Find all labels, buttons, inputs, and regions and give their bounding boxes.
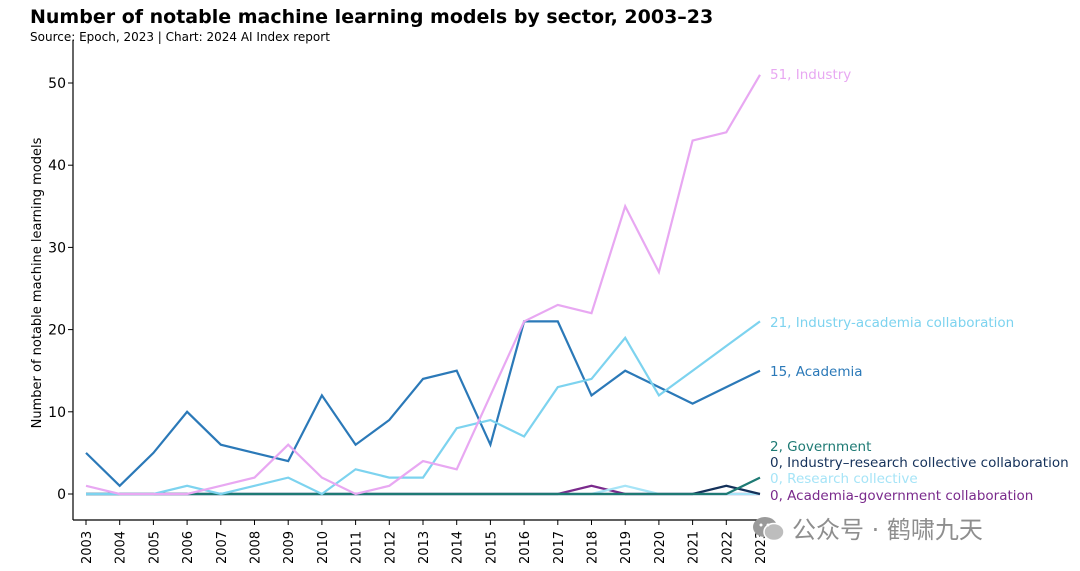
- series-line-academia: [85, 320, 761, 488]
- y-tick-label: 50: [48, 76, 66, 92]
- x-tick-label: 2016: [518, 531, 533, 564]
- x-tick-label: 2008: [249, 531, 264, 564]
- series-line-industry-academia-collaboration: [86, 320, 761, 496]
- series-line-industry-research-collective-collaboration: [86, 484, 761, 496]
- x-tick-label: 2003: [80, 531, 95, 564]
- x-tick-label: 2013: [417, 531, 432, 564]
- x-tick-label: 2014: [451, 531, 466, 564]
- x-tick-label: 2018: [586, 531, 601, 564]
- series-end-label: 0, Research collective: [770, 471, 918, 487]
- x-tick-label: 2017: [552, 531, 567, 564]
- x-tick-label: 2023: [754, 531, 769, 564]
- series-line-government: [86, 476, 761, 496]
- series-end-label: 21, Industry-academia collaboration: [770, 315, 1014, 331]
- y-tick-label: 0: [57, 487, 66, 503]
- y-tick-label: 10: [48, 405, 66, 421]
- series-line-research-collective: [86, 484, 760, 496]
- series-end-label: 0, Academia-government collaboration: [770, 488, 1033, 504]
- series-end-label: 2, Government: [770, 439, 871, 455]
- chart-title: Number of notable machine learning model…: [30, 6, 714, 28]
- series-line-academia-government-collaboration: [86, 484, 760, 496]
- y-tick-label: 20: [48, 323, 66, 339]
- x-tick-label: 2022: [720, 531, 735, 564]
- x-tick-label: 2011: [350, 531, 365, 564]
- series-end-label: 15, Academia: [770, 364, 863, 380]
- x-tick-label: 2021: [687, 531, 702, 564]
- y-tick-label: 40: [48, 158, 66, 174]
- y-axis-label: Number of notable machine learning model…: [30, 137, 45, 428]
- series-end-label: 51, Industry: [770, 67, 851, 83]
- watermark-text: 公众号 · 鹤啸九天: [792, 516, 983, 544]
- x-tick-label: 2007: [215, 531, 230, 564]
- y-tick-label: 30: [48, 240, 66, 256]
- x-tick-label: 2015: [484, 531, 499, 564]
- x-tick-label: 2012: [383, 531, 398, 564]
- x-tick-label: 2019: [619, 531, 634, 564]
- x-tick-label: 2004: [114, 531, 129, 564]
- watermark: 公众号 · 鹤啸九天: [752, 510, 983, 545]
- series-end-label: 0, Industry–research collective collabor…: [770, 455, 1069, 471]
- x-tick-label: 2010: [316, 531, 331, 564]
- chart-subtitle: Source: Epoch, 2023 | Chart: 2024 AI Ind…: [30, 30, 330, 44]
- x-tick-label: 2020: [653, 531, 668, 564]
- x-tick-label: 2005: [147, 531, 162, 564]
- wechat-icon: [752, 516, 786, 542]
- x-tick-label: 2009: [282, 531, 297, 564]
- x-tick-label: 2006: [181, 531, 196, 564]
- series-line-industry: [85, 74, 761, 496]
